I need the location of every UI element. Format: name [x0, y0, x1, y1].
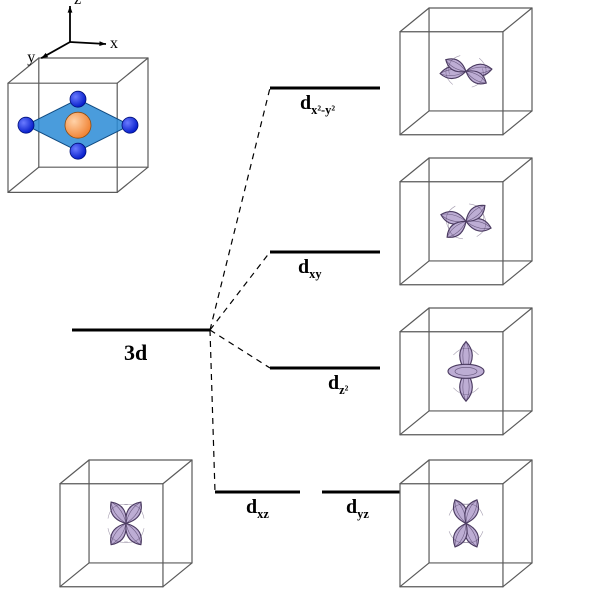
orbital-dxy	[441, 204, 491, 239]
orbital-dyz	[449, 500, 483, 547]
coord-polyhedron	[18, 91, 138, 159]
axes: x y z	[27, 0, 118, 66]
orbital-dz2	[448, 341, 484, 401]
split-line-dx2y2	[210, 88, 270, 330]
orbital-dx2y2	[440, 56, 492, 88]
orbital-dxz	[108, 502, 144, 545]
svg-text:y: y	[27, 49, 35, 66]
split-line-dz2	[210, 330, 270, 368]
split-line-dxy	[210, 252, 270, 330]
svg-text:z: z	[74, 0, 81, 8]
diagram-svg: x y z	[0, 0, 591, 609]
split-line-dxz	[210, 330, 215, 492]
svg-text:x: x	[110, 35, 118, 52]
